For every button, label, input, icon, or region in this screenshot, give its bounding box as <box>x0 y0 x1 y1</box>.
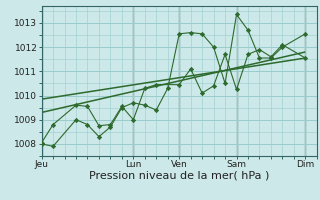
X-axis label: Pression niveau de la mer( hPa ): Pression niveau de la mer( hPa ) <box>89 171 269 181</box>
